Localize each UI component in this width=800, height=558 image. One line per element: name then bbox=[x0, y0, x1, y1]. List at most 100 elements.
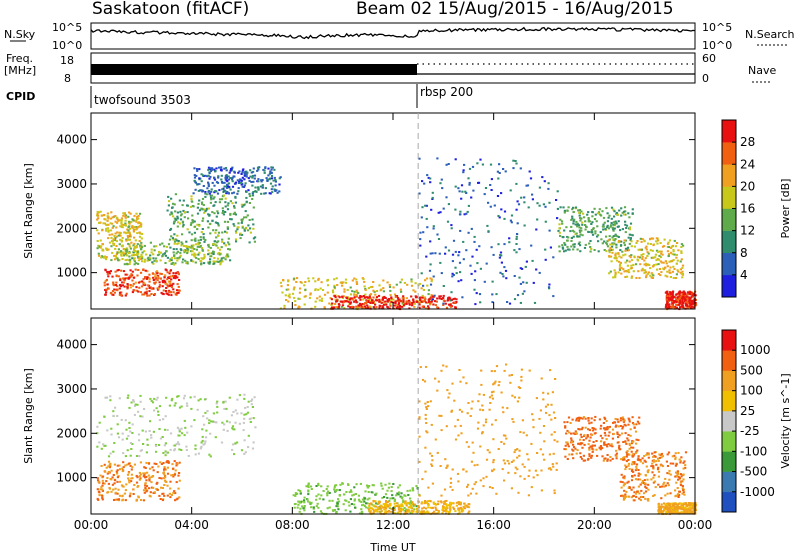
echo-cell bbox=[172, 288, 174, 290]
echo-cell bbox=[632, 447, 634, 449]
echo-cell bbox=[665, 485, 667, 487]
echo-cell bbox=[208, 419, 210, 421]
echo-cell bbox=[623, 459, 625, 461]
echo-cell bbox=[119, 288, 121, 290]
echo-cell bbox=[466, 505, 468, 507]
echo-cell bbox=[508, 463, 510, 465]
echo-cell bbox=[517, 400, 519, 402]
echo-cell bbox=[565, 445, 567, 447]
echo-cell bbox=[234, 442, 236, 444]
echo-cell bbox=[100, 486, 102, 488]
echo-cell bbox=[124, 278, 126, 280]
echo-cell bbox=[109, 464, 111, 466]
echo-cell bbox=[652, 495, 654, 497]
echo-cell bbox=[515, 183, 517, 185]
echo-cell bbox=[625, 432, 627, 434]
echo-cell bbox=[556, 441, 558, 443]
echo-cell bbox=[107, 275, 109, 277]
echo-cell bbox=[355, 279, 357, 281]
echo-cell bbox=[438, 212, 440, 214]
echo-cell bbox=[572, 419, 574, 421]
echo-cell bbox=[505, 364, 507, 366]
echo-cell bbox=[536, 202, 538, 204]
echo-cell bbox=[429, 453, 431, 455]
echo-cell bbox=[212, 182, 214, 184]
echo-cell bbox=[97, 488, 99, 490]
echo-cell bbox=[115, 488, 117, 490]
echo-cell bbox=[111, 470, 113, 472]
echo-cell bbox=[201, 203, 203, 205]
echo-cell bbox=[124, 216, 126, 218]
echo-cell bbox=[373, 306, 375, 308]
echo-cell bbox=[129, 495, 131, 497]
echo-cell bbox=[172, 492, 174, 494]
echo-cell bbox=[348, 301, 350, 303]
echo-cell bbox=[233, 223, 235, 225]
echo-cell bbox=[397, 306, 399, 308]
echo-cell bbox=[128, 252, 130, 254]
echo-cell bbox=[660, 242, 662, 244]
echo-cell bbox=[345, 500, 347, 502]
echo-cell bbox=[165, 290, 167, 292]
echo-cell bbox=[229, 218, 231, 220]
echo-cell bbox=[199, 260, 201, 262]
echo-cell bbox=[518, 277, 520, 279]
echo-cell bbox=[110, 453, 112, 455]
echo-cell bbox=[638, 455, 640, 457]
echo-cell bbox=[530, 443, 532, 445]
echo-cell bbox=[230, 189, 232, 191]
echo-cell bbox=[414, 303, 416, 305]
echo-cell bbox=[648, 457, 650, 459]
echo-cell bbox=[505, 438, 507, 440]
echo-cell bbox=[383, 496, 385, 498]
echo-cell bbox=[441, 501, 443, 503]
echo-cell bbox=[225, 198, 227, 200]
echo-cell bbox=[194, 177, 196, 179]
echo-cell bbox=[558, 223, 560, 225]
echo-cell bbox=[176, 276, 178, 278]
echo-cell bbox=[159, 244, 161, 246]
echo-cell bbox=[373, 505, 375, 507]
echo-cell bbox=[455, 158, 457, 160]
echo-cell bbox=[201, 428, 203, 430]
echo-cell bbox=[163, 245, 165, 247]
echo-cell bbox=[552, 466, 554, 468]
echo-cell bbox=[478, 245, 480, 247]
echo-cell bbox=[342, 304, 344, 306]
echo-cell bbox=[611, 443, 613, 445]
echo-cell bbox=[251, 399, 253, 401]
echo-cell bbox=[667, 465, 669, 467]
echo-cell bbox=[245, 197, 247, 199]
echo-cell bbox=[603, 217, 605, 219]
echo-cell bbox=[576, 418, 578, 420]
echo-cell bbox=[510, 220, 512, 222]
echo-cell bbox=[584, 224, 586, 226]
echo-cell bbox=[474, 279, 476, 281]
nsky-tick-top: 10^5 bbox=[52, 21, 82, 34]
echo-cell bbox=[419, 511, 421, 513]
echo-cell bbox=[173, 255, 175, 257]
echo-cell bbox=[616, 212, 618, 214]
echo-cell bbox=[144, 276, 146, 278]
echo-cell bbox=[390, 511, 392, 513]
echo-cell bbox=[645, 461, 647, 463]
echo-cell bbox=[471, 401, 473, 403]
echo-cell bbox=[177, 217, 179, 219]
echo-cell bbox=[201, 247, 203, 249]
echo-cell bbox=[516, 238, 518, 240]
echo-cell bbox=[120, 222, 122, 224]
echo-cell bbox=[365, 506, 367, 508]
echo-cell bbox=[632, 212, 634, 214]
echo-cell bbox=[240, 412, 242, 414]
echo-cell bbox=[209, 176, 211, 178]
echo-cell bbox=[146, 278, 148, 280]
echo-cell bbox=[395, 296, 397, 298]
echo-cell bbox=[174, 210, 176, 212]
echo-cell bbox=[521, 268, 523, 270]
echo-cell bbox=[246, 176, 248, 178]
echo-cell bbox=[160, 498, 162, 500]
echo-cell bbox=[608, 443, 610, 445]
echo-cell bbox=[233, 176, 235, 178]
echo-cell bbox=[216, 241, 218, 243]
echo-cell bbox=[507, 472, 509, 474]
